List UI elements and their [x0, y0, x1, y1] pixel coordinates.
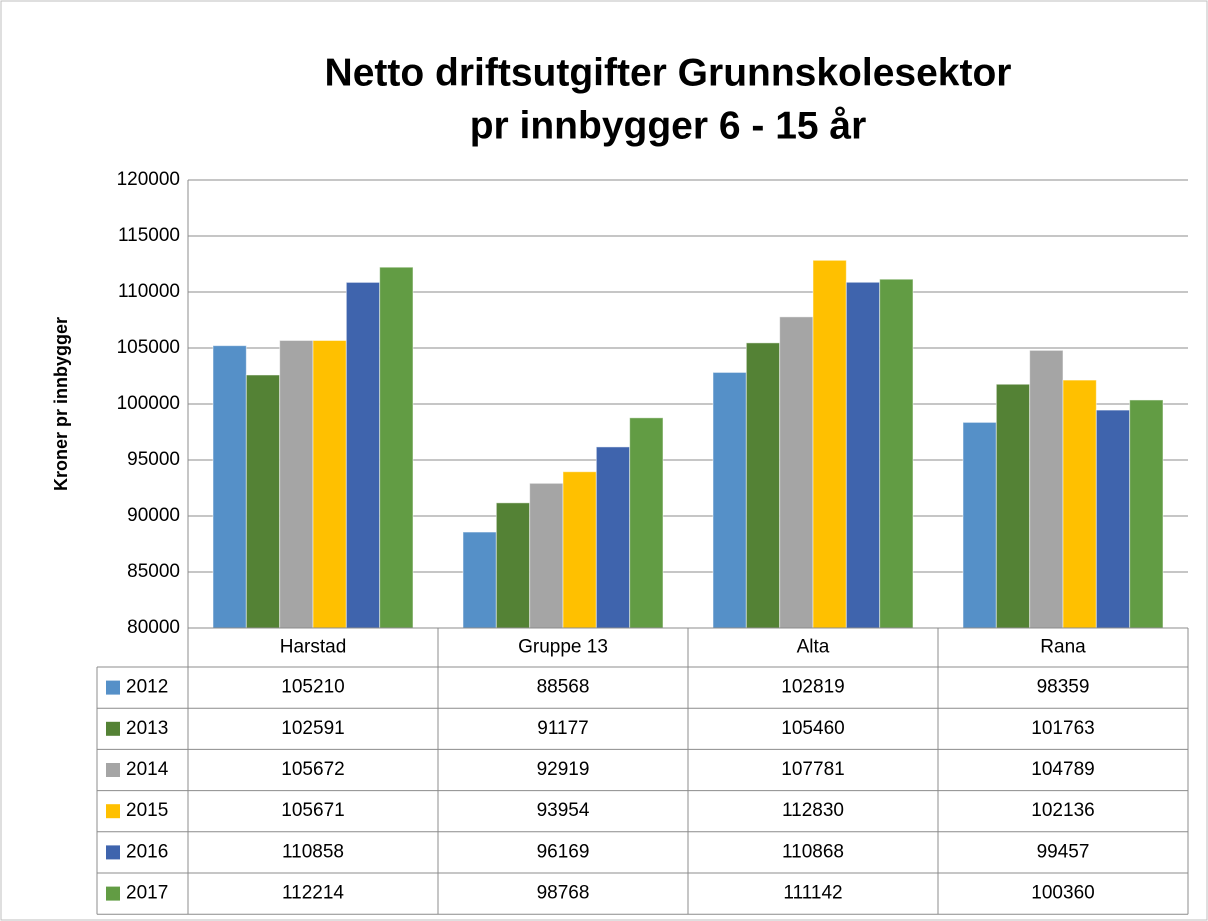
table-cell: 101763	[1031, 718, 1094, 739]
y-tick-label: 120000	[117, 169, 180, 190]
y-tick-label: 90000	[127, 505, 180, 526]
table-cell: 100360	[1031, 883, 1094, 904]
bar	[529, 482, 564, 629]
bar	[212, 345, 247, 629]
table-cell: 104789	[1031, 759, 1094, 780]
table-cell: 110868	[782, 841, 844, 862]
bar	[1029, 349, 1064, 629]
legend-label: 2013	[126, 718, 168, 739]
table-cell: 105672	[281, 759, 344, 780]
bar	[312, 339, 347, 629]
table-cell: 102136	[1031, 800, 1094, 821]
table-cell: 112214	[282, 883, 344, 904]
legend-swatch	[106, 763, 120, 777]
bar	[1129, 399, 1164, 629]
legend-label: 2016	[126, 841, 168, 862]
table-cell: 105210	[281, 677, 344, 698]
table-cell: 91177	[537, 718, 588, 739]
x-tick-label: Rana	[1040, 637, 1086, 658]
table-cell: 107781	[781, 759, 844, 780]
legend-swatch	[106, 845, 120, 860]
table-cell: 102819	[781, 677, 844, 698]
table-cell: 96169	[537, 841, 590, 862]
y-tick-label: 100000	[117, 393, 180, 414]
bar	[345, 281, 381, 629]
table-cell: 98768	[537, 883, 590, 904]
table-cell: 92919	[537, 759, 590, 780]
bar	[245, 374, 281, 629]
bar	[462, 531, 497, 629]
y-tick-label: 105000	[117, 337, 180, 358]
table-cell: 105671	[281, 800, 344, 821]
legend-label: 2014	[126, 759, 169, 780]
bar	[379, 266, 414, 629]
bar	[745, 342, 781, 629]
legend-swatch	[106, 886, 120, 901]
bar	[779, 316, 814, 629]
y-axis-label: Kroner pr innbygger	[51, 317, 71, 491]
y-tick-label: 95000	[127, 449, 180, 470]
legend-swatch	[106, 680, 120, 695]
y-tick-label: 110000	[118, 281, 180, 302]
legend-label: 2017	[126, 883, 168, 904]
x-tick-label: Alta	[797, 637, 830, 658]
bar	[1095, 409, 1131, 629]
legend-swatch	[106, 721, 120, 736]
bar	[879, 278, 914, 629]
table-cell: 110858	[282, 841, 344, 862]
legend-swatch	[106, 804, 120, 819]
bar	[812, 259, 847, 629]
legend-label: 2015	[126, 800, 168, 821]
y-tick-label: 80000	[127, 617, 180, 638]
table-cell: 93954	[537, 800, 590, 821]
x-tick-label: Harstad	[280, 637, 347, 658]
table-cell: 102591	[281, 718, 344, 739]
bar	[845, 281, 881, 629]
bar	[995, 383, 1031, 629]
chart-title: pr innbygger 6 - 15 år	[470, 104, 867, 147]
table-cell: 111142	[783, 883, 842, 904]
bar	[595, 446, 631, 629]
y-tick-label: 115000	[118, 225, 180, 246]
table-cell: 112830	[782, 800, 844, 821]
bar	[495, 502, 531, 629]
bar	[962, 421, 997, 629]
bar	[712, 371, 747, 629]
bar	[279, 339, 314, 629]
chart-title: Netto driftsutgifter Grunnskolesektor	[325, 51, 1012, 94]
table-cell: 105460	[781, 718, 844, 739]
legend-label: 2012	[126, 677, 168, 698]
table-cell: 98359	[1037, 677, 1090, 698]
bar	[629, 417, 664, 629]
bar	[1062, 379, 1097, 629]
table-cell: 99457	[1037, 841, 1090, 862]
bar	[562, 471, 597, 629]
y-tick-label: 85000	[127, 561, 180, 582]
x-tick-label: Gruppe 13	[518, 637, 608, 658]
table-cell: 88568	[537, 677, 590, 698]
